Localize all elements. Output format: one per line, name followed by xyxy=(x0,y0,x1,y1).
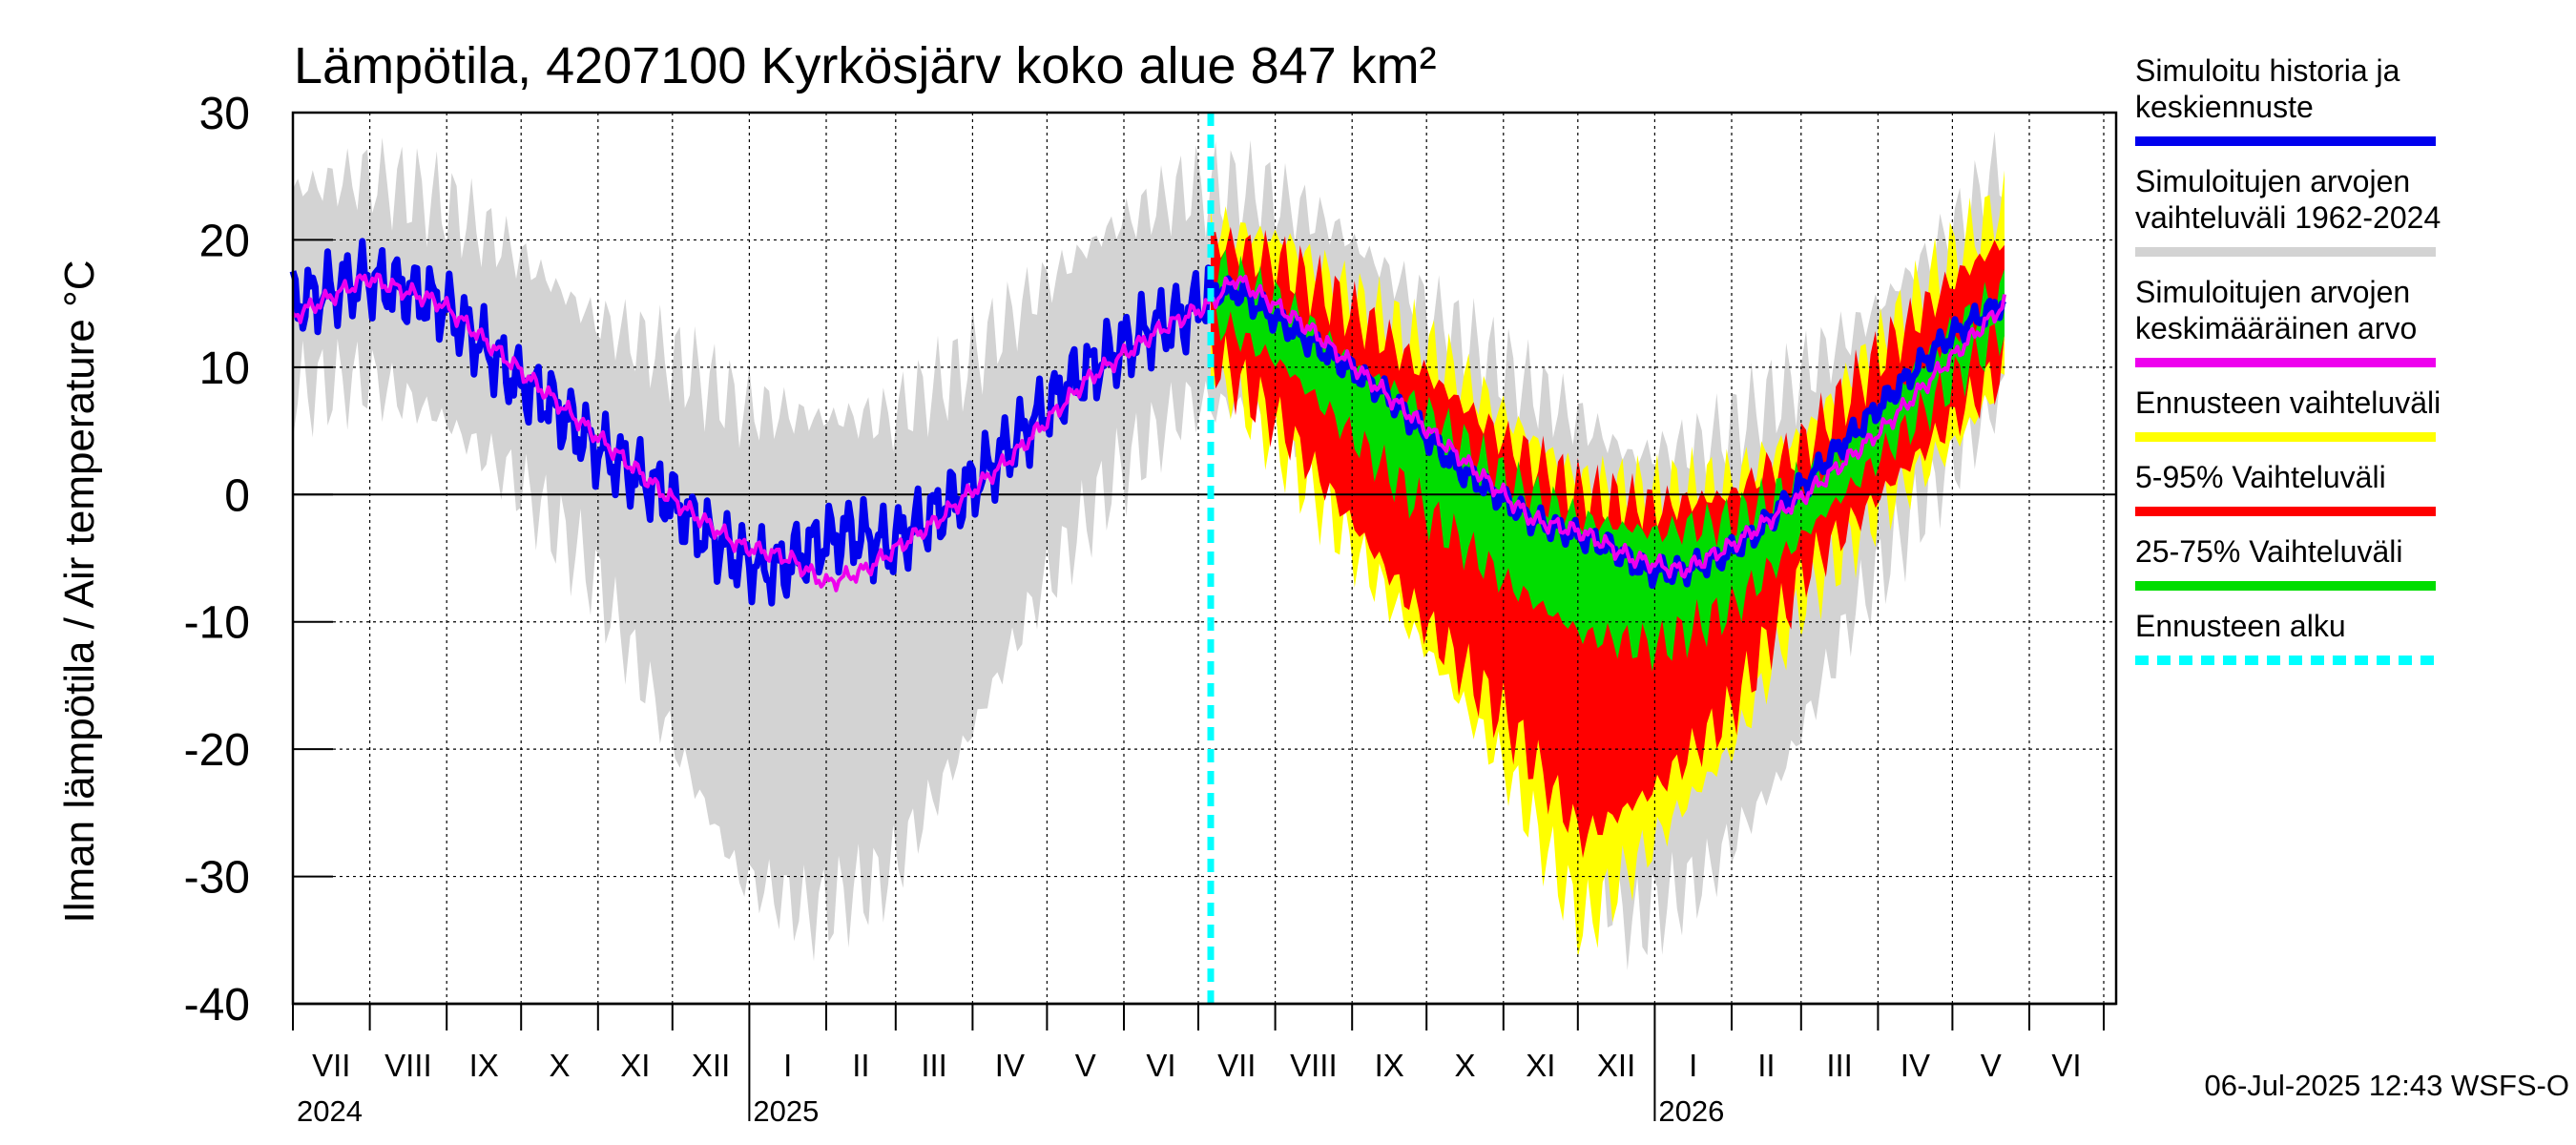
x-month-label: VII xyxy=(1217,1048,1256,1083)
x-month-label: I xyxy=(1689,1048,1697,1083)
x-month-label: VII xyxy=(312,1048,350,1083)
legend-label: 5-95% Vaihteluväli xyxy=(2135,460,2386,494)
x-month-label: III xyxy=(1826,1048,1853,1083)
x-month-label: IX xyxy=(469,1048,499,1083)
x-month-label: IV xyxy=(995,1048,1025,1083)
legend-label: keskimääräinen arvo xyxy=(2135,311,2417,345)
legend-label: Simuloitu historia ja xyxy=(2135,53,2400,88)
x-month-label: IV xyxy=(1901,1048,1930,1083)
x-month-label: II xyxy=(852,1048,869,1083)
x-month-label: XII xyxy=(1597,1048,1635,1083)
legend-label: Simuloitujen arvojen xyxy=(2135,164,2410,198)
y-axis-label: Ilman lämpötila / Air temperature °C xyxy=(56,260,103,924)
x-month-label: XI xyxy=(620,1048,650,1083)
x-month-label: VI xyxy=(1146,1048,1175,1083)
x-month-label: VIII xyxy=(1290,1048,1338,1083)
y-tick-labels: 30 20 10 0 -10 -20 -30 -40 xyxy=(184,89,333,1030)
y-tick-label: 10 xyxy=(199,344,250,394)
y-tick-label: 0 xyxy=(224,470,250,521)
plot-lines xyxy=(289,113,2007,1004)
y-tick-label: 30 xyxy=(199,89,250,139)
x-month-label: I xyxy=(783,1048,792,1083)
y-tick-label: -40 xyxy=(184,980,250,1030)
legend-label: 25-75% Vaihteluväli xyxy=(2135,534,2402,569)
x-month-label: VIII xyxy=(384,1048,432,1083)
x-month-label: VI xyxy=(2051,1048,2081,1083)
x-year-label: 2026 xyxy=(1658,1094,1724,1128)
x-month-label: X xyxy=(1454,1048,1475,1083)
y-tick-label: -30 xyxy=(184,853,250,904)
history-line xyxy=(289,238,2007,607)
x-month-label: IX xyxy=(1375,1048,1404,1083)
legend-label: keskiennuste xyxy=(2135,90,2314,124)
x-year-label: 2025 xyxy=(753,1094,819,1128)
x-month-label: X xyxy=(549,1048,570,1083)
y-tick-label: -10 xyxy=(184,598,250,649)
plot-grid xyxy=(293,113,2116,1004)
plot-bands xyxy=(293,131,2005,971)
x-year-label: 2024 xyxy=(297,1094,363,1128)
x-month-label: III xyxy=(921,1048,947,1083)
legend-label: vaihteluväli 1962-2024 xyxy=(2135,200,2441,235)
x-month-label: V xyxy=(1075,1048,1096,1083)
legend-label: Ennusteen vaihteluväli xyxy=(2135,385,2441,420)
x-month-label: XII xyxy=(692,1048,730,1083)
y-tick-label: 20 xyxy=(199,216,250,266)
x-axis: VII VIII IX X XI XII I II III IV V VI VII VIII IX X XI XI… xyxy=(292,1002,2116,1128)
legend-label: Ennusteen alku xyxy=(2135,609,2346,643)
legend-label: Simuloitujen arvojen xyxy=(2135,275,2410,309)
x-month-label: II xyxy=(1757,1048,1775,1083)
timestamp-label: 06-Jul-2025 12:43 WSFS-O xyxy=(2204,1069,2569,1102)
chart-title: Lämpötila, 4207100 Kyrkösjärv koko alue … xyxy=(294,37,1437,94)
y-tick-label: -20 xyxy=(184,725,250,776)
x-month-label: V xyxy=(1981,1048,2002,1083)
mean-line xyxy=(291,272,2006,593)
x-month-label: XI xyxy=(1526,1048,1555,1083)
